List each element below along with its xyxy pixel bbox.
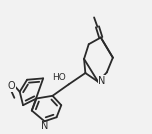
Text: O: O <box>8 81 16 91</box>
Text: N: N <box>41 121 48 131</box>
Text: HO: HO <box>52 73 66 82</box>
Text: N: N <box>98 76 106 86</box>
